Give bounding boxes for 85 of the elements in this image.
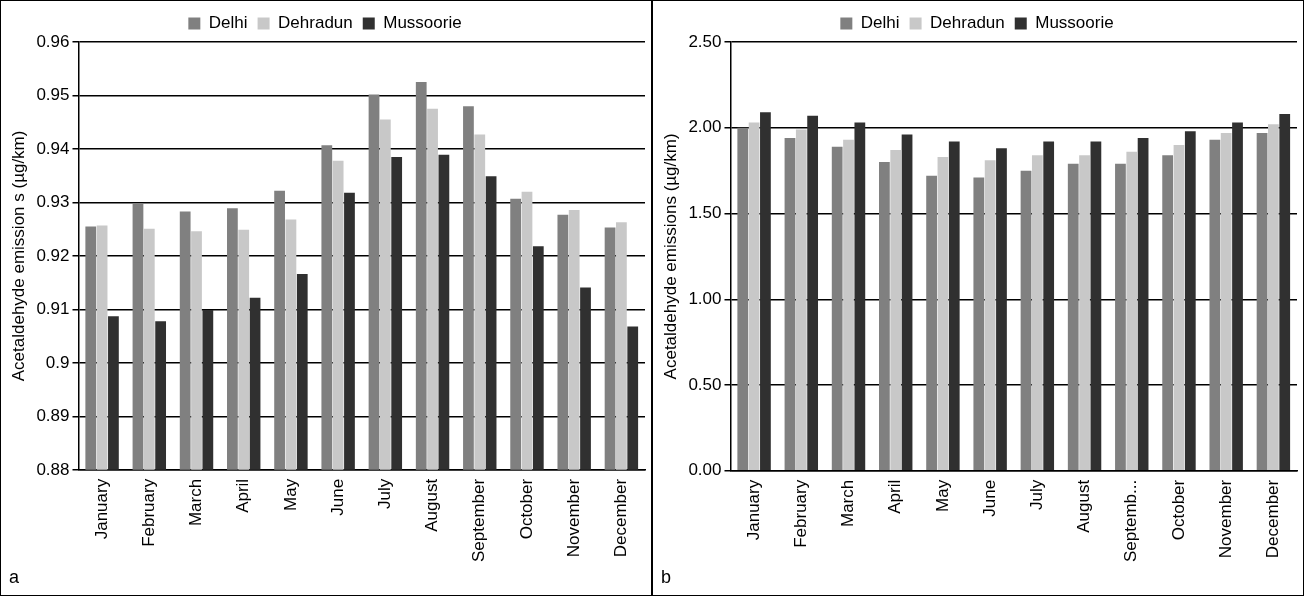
legend-label: Delhi <box>208 13 248 33</box>
x-tick-label: July <box>1027 479 1047 511</box>
y-tick-label: 0.89 <box>36 406 70 426</box>
bar <box>973 177 985 471</box>
x-tick-label: June <box>327 478 347 516</box>
bar <box>831 146 843 471</box>
y-tick-label: 2.00 <box>688 117 722 137</box>
x-tick-label: February <box>138 478 158 547</box>
bar <box>1137 138 1149 471</box>
y-tick-label: 0.94 <box>36 138 70 158</box>
y-tick-label: 0.50 <box>688 374 722 394</box>
bar <box>1126 151 1138 471</box>
x-tick-label: September <box>469 478 489 563</box>
y-tick-label: 0.93 <box>36 192 70 212</box>
legend-label: Dehradun <box>930 13 1005 33</box>
y-tick-label: 0.91 <box>36 299 70 319</box>
y-tick-label: 0.92 <box>36 245 70 265</box>
bar <box>1268 124 1279 471</box>
bar <box>807 115 819 471</box>
bar <box>784 138 796 471</box>
bar <box>1031 155 1043 471</box>
x-tick-label: November <box>563 478 583 558</box>
legend-label: Mussoorie <box>1035 13 1114 33</box>
x-tick-label: December <box>1263 479 1283 559</box>
bar <box>1020 170 1032 471</box>
bar <box>748 122 760 471</box>
x-tick-label: March <box>838 479 858 528</box>
x-tick-label: May <box>932 479 952 512</box>
bar <box>879 162 890 471</box>
bar <box>1184 131 1196 471</box>
x-tick-label: May <box>280 478 300 511</box>
y-tick-label: 0.88 <box>36 459 70 479</box>
text: b <box>661 566 672 587</box>
bar <box>926 175 937 471</box>
bar <box>854 122 866 471</box>
x-tick-label: January <box>91 478 111 540</box>
x-tick-label: January <box>743 479 763 541</box>
y-tick-label: 0.9 <box>45 352 70 372</box>
bar <box>760 112 771 471</box>
bar <box>1209 139 1221 471</box>
text: a <box>9 566 20 587</box>
bar <box>948 141 960 471</box>
x-tick-label: November <box>1215 479 1235 559</box>
bar <box>890 150 902 471</box>
bar <box>1220 132 1232 471</box>
x-tick-label: March <box>186 478 206 527</box>
bar <box>1256 132 1268 471</box>
x-tick-label: April <box>233 478 253 513</box>
legend-label: Delhi <box>860 13 900 33</box>
bar <box>996 148 1007 471</box>
x-tick-label: February <box>790 479 810 548</box>
y-tick-label: 0.00 <box>688 460 722 480</box>
x-tick-label: July <box>375 478 395 510</box>
x-tick-label: April <box>885 479 905 514</box>
bar <box>1173 144 1185 471</box>
bar <box>1090 141 1102 471</box>
y-axis-title: Acetaldehyde emission s (µg/km) <box>8 130 28 382</box>
y-tick-label: 0.95 <box>36 85 70 105</box>
bar <box>843 139 854 471</box>
x-tick-label: Septemb... <box>1121 479 1141 563</box>
bar <box>1115 163 1126 471</box>
bar <box>1232 122 1243 471</box>
x-tick-label: October <box>1168 479 1188 541</box>
bar <box>795 129 807 471</box>
bar <box>1162 155 1174 471</box>
bar <box>1043 141 1055 471</box>
x-tick-label: August <box>1074 479 1094 533</box>
bar <box>1279 114 1291 471</box>
legend-label: Mussoorie <box>383 13 462 33</box>
bar <box>901 134 913 471</box>
x-tick-label: August <box>422 478 442 532</box>
y-tick-label: 2.50 <box>688 31 722 51</box>
bar <box>1079 155 1090 471</box>
y-axis-title: Acetaldehyde emissions (µg/km) <box>660 133 680 380</box>
y-tick-label: 1.00 <box>688 288 722 308</box>
bar <box>937 156 949 471</box>
y-tick-label: 0.96 <box>36 31 70 51</box>
x-tick-label: December <box>611 478 631 558</box>
bar <box>737 127 749 471</box>
y-tick-label: 1.50 <box>688 203 722 223</box>
bar <box>984 160 996 471</box>
x-tick-label: June <box>979 479 999 517</box>
x-tick-label: October <box>516 478 536 540</box>
legend-label: Dehradun <box>278 13 353 33</box>
bar <box>1067 163 1079 471</box>
